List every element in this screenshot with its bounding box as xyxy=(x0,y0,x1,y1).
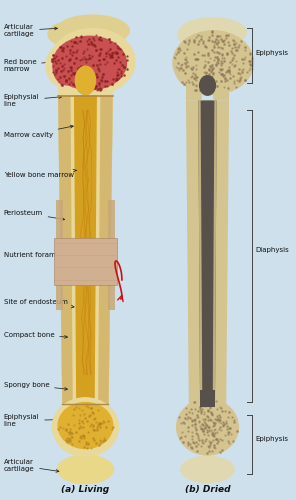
Ellipse shape xyxy=(45,43,86,88)
Ellipse shape xyxy=(49,28,136,95)
Polygon shape xyxy=(186,80,202,100)
Text: Marrow cavity: Marrow cavity xyxy=(4,126,73,138)
Polygon shape xyxy=(93,78,113,96)
Ellipse shape xyxy=(75,66,96,96)
Ellipse shape xyxy=(52,36,127,90)
Ellipse shape xyxy=(176,398,239,456)
Polygon shape xyxy=(213,100,217,407)
Text: Periosteum: Periosteum xyxy=(4,210,65,220)
Text: Red bone
marrow: Red bone marrow xyxy=(4,59,60,72)
Polygon shape xyxy=(58,96,73,412)
Text: Yellow bone marrow: Yellow bone marrow xyxy=(4,170,76,178)
Polygon shape xyxy=(58,78,78,96)
Ellipse shape xyxy=(55,14,130,47)
Polygon shape xyxy=(98,96,113,412)
Ellipse shape xyxy=(57,402,113,449)
Ellipse shape xyxy=(187,415,214,446)
Ellipse shape xyxy=(93,34,121,67)
Ellipse shape xyxy=(52,50,81,86)
Polygon shape xyxy=(198,100,217,407)
Polygon shape xyxy=(56,200,63,310)
Ellipse shape xyxy=(172,30,254,95)
Ellipse shape xyxy=(174,46,209,88)
Text: Articular
cartilage: Articular cartilage xyxy=(4,24,57,37)
Text: Spongy bone: Spongy bone xyxy=(4,382,67,390)
Ellipse shape xyxy=(47,22,83,46)
Text: Epiphysis: Epiphysis xyxy=(255,50,288,56)
Text: Epiphysial
line: Epiphysial line xyxy=(4,94,62,107)
Ellipse shape xyxy=(177,24,209,46)
Polygon shape xyxy=(200,390,215,407)
Text: Articular
cartilage: Articular cartilage xyxy=(4,459,59,472)
Text: Epiphysial
line: Epiphysial line xyxy=(4,414,62,427)
Polygon shape xyxy=(58,96,113,412)
Ellipse shape xyxy=(178,17,247,47)
Ellipse shape xyxy=(57,454,114,484)
Text: (a) Living: (a) Living xyxy=(61,486,110,494)
Polygon shape xyxy=(213,80,229,100)
Ellipse shape xyxy=(93,40,115,66)
Text: Compact bone: Compact bone xyxy=(4,332,67,338)
Polygon shape xyxy=(186,100,229,407)
Polygon shape xyxy=(108,200,115,310)
Ellipse shape xyxy=(52,397,119,457)
Polygon shape xyxy=(54,238,117,285)
Text: (b) Dried: (b) Dried xyxy=(185,486,230,494)
Text: Nutrient foramen: Nutrient foramen xyxy=(4,252,67,258)
Text: Site of endosteum: Site of endosteum xyxy=(4,300,74,308)
Polygon shape xyxy=(198,100,202,407)
Text: Epiphysis: Epiphysis xyxy=(255,436,288,442)
Polygon shape xyxy=(74,96,97,412)
Ellipse shape xyxy=(180,456,235,483)
Ellipse shape xyxy=(199,75,216,96)
Text: Diaphysis: Diaphysis xyxy=(255,247,289,253)
Ellipse shape xyxy=(212,37,238,66)
